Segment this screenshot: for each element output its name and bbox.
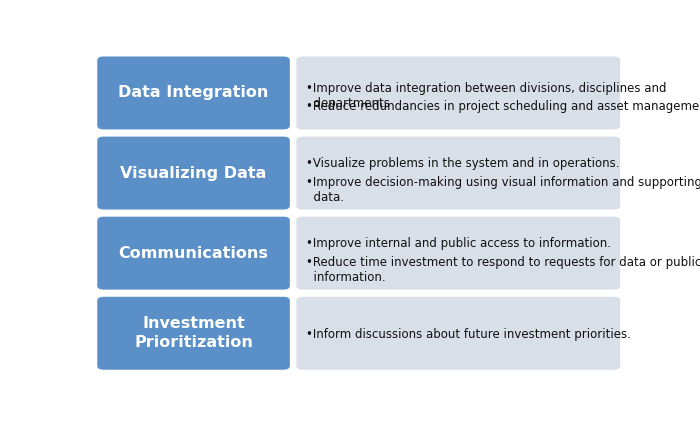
Text: •Improve data integration between divisions, disciplines and
  departments: •Improve data integration between divisi… — [306, 82, 666, 110]
FancyBboxPatch shape — [97, 57, 290, 130]
Text: •Improve internal and public access to information.: •Improve internal and public access to i… — [306, 237, 611, 250]
Text: Investment
Prioritization: Investment Prioritization — [134, 316, 253, 350]
Text: •Reduce time investment to respond to requests for data or public
  information.: •Reduce time investment to respond to re… — [306, 256, 700, 284]
FancyBboxPatch shape — [296, 297, 620, 370]
Text: •Reduce redundancies in project scheduling and asset management.: •Reduce redundancies in project scheduli… — [306, 100, 700, 114]
Text: Data Integration: Data Integration — [118, 86, 269, 100]
Text: •Visualize problems in the system and in operations.: •Visualize problems in the system and in… — [306, 157, 620, 170]
Text: Communications: Communications — [118, 246, 269, 261]
Text: Visualizing Data: Visualizing Data — [120, 165, 267, 181]
Text: •Inform discussions about future investment priorities.: •Inform discussions about future investm… — [306, 328, 631, 341]
FancyBboxPatch shape — [97, 216, 290, 289]
FancyBboxPatch shape — [97, 137, 290, 210]
FancyBboxPatch shape — [296, 137, 620, 210]
Text: •Improve decision-making using visual information and supporting
  data.: •Improve decision-making using visual in… — [306, 176, 700, 204]
FancyBboxPatch shape — [97, 297, 290, 370]
FancyBboxPatch shape — [296, 57, 620, 130]
FancyBboxPatch shape — [296, 216, 620, 289]
